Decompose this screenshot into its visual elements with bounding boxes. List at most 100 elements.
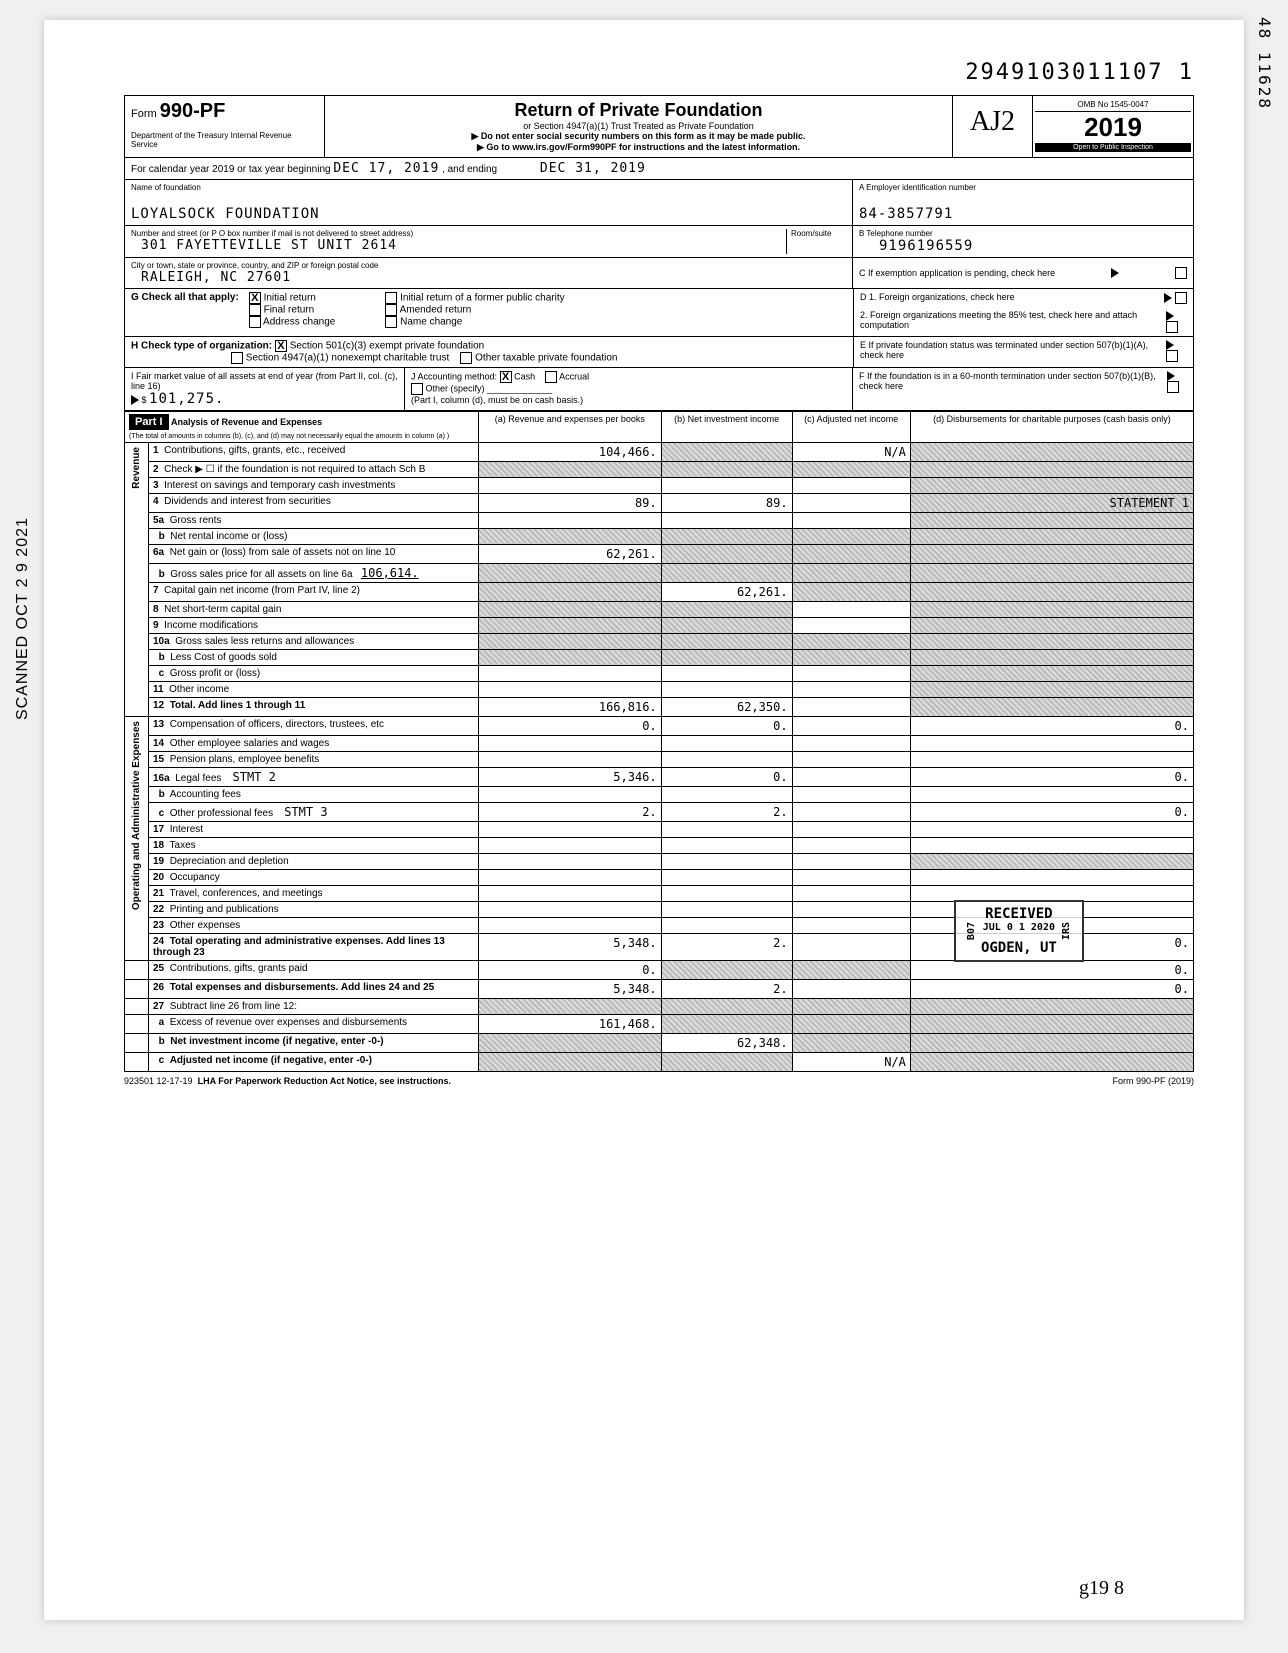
footer-form: Form 990-PF (2019) [1112, 1076, 1194, 1086]
footer-lha: LHA For Paperwork Reduction Act Notice, … [198, 1076, 451, 1086]
line-no: 5a [153, 515, 164, 526]
tel-value: 9196196559 [859, 238, 1187, 254]
initial-former-checkbox[interactable] [385, 292, 397, 304]
501c3-checkbox[interactable]: X [275, 340, 287, 352]
line-no: c [159, 668, 165, 679]
cell-value: 0. [910, 716, 1193, 735]
cell-value: N/A [792, 1052, 910, 1071]
name-change-checkbox[interactable] [385, 316, 397, 328]
cell-value: 62,350. [661, 697, 792, 716]
line-no: 22 [153, 904, 164, 915]
line-no: 7 [153, 585, 159, 596]
line-no: 4 [153, 496, 159, 507]
d1-checkbox[interactable] [1175, 292, 1187, 304]
i-label: I Fair market value of all assets at end… [131, 371, 398, 391]
h-label: H Check type of organization: [131, 340, 272, 351]
line-no: 9 [153, 620, 159, 631]
expenses-label: Operating and Administrative Expenses [129, 719, 144, 912]
stmt-ref: STMT 3 [284, 805, 327, 819]
revenue-label: Revenue [129, 445, 144, 491]
other-taxable-label: Other taxable private foundation [475, 352, 617, 363]
f-checkbox[interactable] [1167, 381, 1179, 393]
table-row: 4 Dividends and interest from securities… [125, 493, 1194, 512]
cell-value: 2. [661, 802, 792, 821]
amended-checkbox[interactable] [385, 304, 397, 316]
table-row: 9 Income modifications [125, 617, 1194, 633]
initial-return-checkbox[interactable]: X [249, 292, 261, 304]
room-label: Room/suite [791, 229, 846, 238]
part1-table: Part I Analysis of Revenue and Expenses … [124, 411, 1194, 1072]
line-desc: Other employee salaries and wages [170, 738, 330, 749]
arrow-icon [131, 395, 139, 405]
line-desc: Compensation of officers, directors, tru… [170, 719, 384, 730]
table-row: 2 Check ▶ ☐ if the foundation is not req… [125, 461, 1194, 477]
col-b-header: (b) Net investment income [661, 411, 792, 442]
line-no: b [159, 1036, 165, 1047]
e-label: E If private foundation status was termi… [860, 340, 1166, 363]
form-subtitle: or Section 4947(a)(1) Trust Treated as P… [335, 121, 942, 131]
line-desc: Net gain or (loss) from sale of assets n… [170, 547, 396, 558]
line-no: b [159, 789, 165, 800]
line-no: 8 [153, 604, 159, 615]
fmv-value: 101,275. [149, 391, 224, 407]
ein-label: A Employer identification number [859, 183, 1187, 192]
accrual-label: Accrual [559, 371, 589, 381]
cell-value: 0. [910, 960, 1193, 979]
cell-value: 0. [910, 802, 1193, 821]
line-no: 18 [153, 840, 164, 851]
cell-value: 0. [910, 979, 1193, 998]
d2-checkbox[interactable] [1166, 321, 1178, 333]
line-desc: Contributions, gifts, grants paid [170, 963, 308, 974]
col-d-header: (d) Disbursements for charitable purpose… [910, 411, 1193, 442]
scan-date-side: SCANNED OCT 2 9 2021 [14, 517, 32, 720]
cash-checkbox[interactable]: X [500, 371, 512, 383]
foundation-name: LOYALSOCK FOUNDATION [131, 206, 846, 222]
line-desc: Occupancy [170, 872, 220, 883]
501c3-label: Section 501(c)(3) exempt private foundat… [290, 340, 485, 351]
c-checkbox[interactable] [1175, 267, 1187, 279]
line-desc: Capital gain net income (from Part IV, l… [164, 585, 360, 596]
line-desc: Gross sales price for all assets on line… [170, 569, 352, 580]
table-row: b Net rental income or (loss) [125, 528, 1194, 544]
table-row: 11 Other income [125, 681, 1194, 697]
e-checkbox[interactable] [1166, 350, 1178, 362]
cell-value: 104,466. [479, 442, 662, 461]
line-no: 15 [153, 754, 164, 765]
other-taxable-checkbox[interactable] [460, 352, 472, 364]
accrual-checkbox[interactable] [545, 371, 557, 383]
4947-checkbox[interactable] [231, 352, 243, 364]
cell-value: 89. [479, 493, 662, 512]
line-desc: Gross profit or (loss) [170, 668, 261, 679]
part1-title: Analysis of Revenue and Expenses [171, 417, 322, 427]
form-title: Return of Private Foundation [335, 100, 942, 121]
line-no: 26 [153, 982, 164, 993]
city-label: City or town, state or province, country… [131, 261, 846, 270]
line-desc: Adjusted net income (if negative, enter … [170, 1055, 372, 1066]
cell-value: 2. [479, 802, 662, 821]
line-desc: Taxes [170, 840, 196, 851]
j-label: J Accounting method: [411, 371, 497, 381]
col-a-header: (a) Revenue and expenses per books [479, 411, 662, 442]
cell-value: 2. [661, 933, 792, 960]
line-desc: Total expenses and disbursements. Add li… [170, 982, 435, 993]
initials-script: AJ2 [953, 96, 1032, 138]
table-row: 8 Net short-term capital gain [125, 601, 1194, 617]
line-no: 16a [153, 773, 170, 784]
table-row: 7 Capital gain net income (from Part IV,… [125, 582, 1194, 601]
cell-value: STATEMENT 1 [910, 493, 1193, 512]
line-no: 10a [153, 636, 170, 647]
cell-value: 5,346. [479, 767, 662, 786]
line-no: a [159, 1017, 165, 1028]
cell-value: 62,261. [479, 544, 662, 563]
form-label: Form [131, 108, 157, 120]
final-return-checkbox[interactable] [249, 304, 261, 316]
cell-value: N/A [792, 442, 910, 461]
other-method-checkbox[interactable] [411, 383, 423, 395]
line-desc: Total. Add lines 1 through 11 [170, 700, 306, 711]
cell-value: 161,468. [479, 1014, 662, 1033]
line-desc: Income modifications [164, 620, 258, 631]
address-change-checkbox[interactable] [249, 316, 261, 328]
line-desc: Other professional fees [170, 808, 273, 819]
cell-value: 0. [661, 716, 792, 735]
year-begin: DEC 17, 2019 [333, 161, 439, 176]
